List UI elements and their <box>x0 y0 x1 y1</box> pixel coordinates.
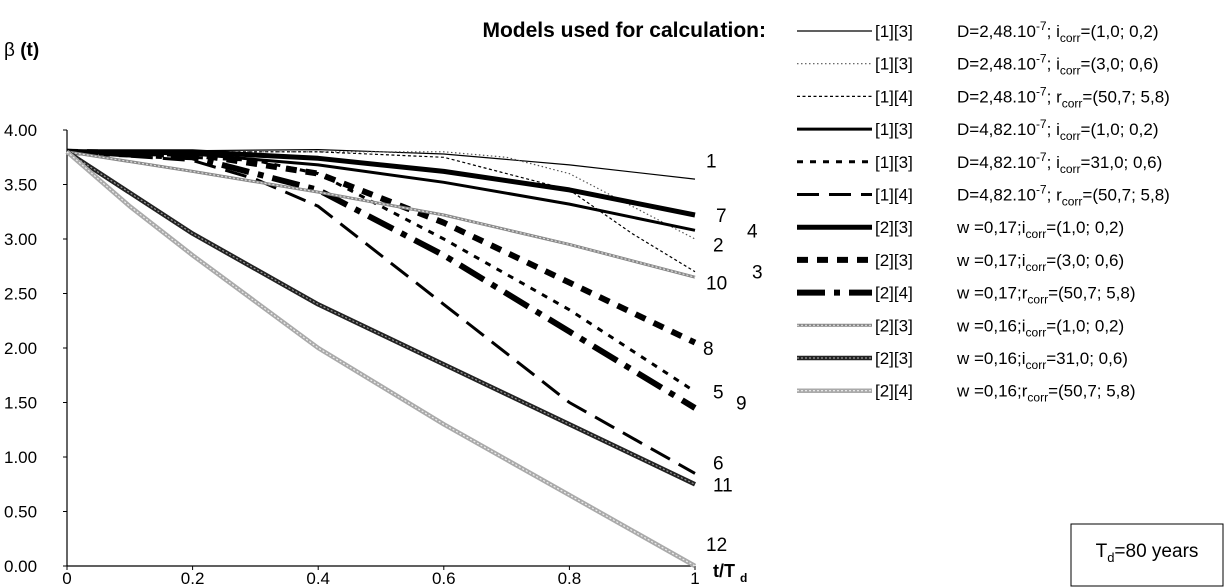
series-8-line <box>66 148 697 346</box>
legend-ref: [1][3] <box>875 153 913 172</box>
y-tick-label: 1.00 <box>4 448 37 467</box>
note-text-main: T <box>1096 541 1108 562</box>
series-12-line <box>65 150 697 568</box>
legend-ref: [2][3] <box>875 349 913 368</box>
legend-params: w =0,16;rcorr=(50,7; 5,8) <box>956 382 1136 405</box>
legend-ref: [2][4] <box>875 284 913 303</box>
x-tick-label: 0.4 <box>306 569 330 587</box>
curve-label-12: 12 <box>706 535 727 556</box>
chart-title: Models used for calculation: <box>482 19 766 42</box>
note-box <box>1070 523 1224 587</box>
x-tick-label: 0.8 <box>558 569 582 587</box>
legend-params: D=4,82.10-7; icorr=31,0; 0,6) <box>957 150 1162 176</box>
curve-label-9: 9 <box>736 394 747 415</box>
curve-label-10: 10 <box>706 274 727 295</box>
curve-label-1: 1 <box>706 152 717 173</box>
series-11-line <box>65 149 696 487</box>
legend-params: w =0,16;icorr=31,0; 0,6) <box>956 349 1128 372</box>
y-axis-label-symbol: β <box>4 40 15 61</box>
y-axis-label-arg: (t) <box>20 40 39 61</box>
x-axis-label-sub: d <box>740 571 747 585</box>
x-ticks: 0 0.2 0.4 0.6 0.8 1 <box>62 566 700 587</box>
curve-label-11: 11 <box>713 475 733 496</box>
curve-label-4: 4 <box>747 221 758 242</box>
y-ticks: 0.00 0.50 1.00 1.50 2.00 2.50 3.00 3.50 4.00 <box>4 121 67 576</box>
curve-label-5: 5 <box>713 383 724 404</box>
series-3-line <box>67 151 696 273</box>
series-11-line-core <box>66 151 696 485</box>
series-7-line <box>67 149 696 218</box>
legend-params: w =0,17;rcorr=(50,7; 5,8) <box>956 284 1136 307</box>
note-text: Td=80 years <box>1096 541 1199 565</box>
legend-ref: [2][3] <box>875 251 913 270</box>
y-axis-label: β (t) <box>4 40 39 61</box>
curve-label-7: 7 <box>716 206 727 227</box>
legend-params: D=4,82.10-7; icorr=(1,0; 0,2) <box>957 117 1158 143</box>
series-10-line-core <box>66 151 696 278</box>
x-axis-label-main: t/T <box>713 561 735 581</box>
y-tick-label: 2.50 <box>4 285 37 304</box>
legend-params: w =0,17;icorr=(1,0; 0,2) <box>956 218 1124 241</box>
curve-label-3: 3 <box>752 263 763 284</box>
x-tick-label: 0 <box>62 569 71 587</box>
series-6-line <box>66 150 696 475</box>
legend-ref: [1][3] <box>875 55 913 74</box>
x-tick-label: 0.6 <box>432 569 456 587</box>
curve-label-6: 6 <box>713 453 724 474</box>
x-tick-label: 0.2 <box>181 569 205 587</box>
series-lines <box>65 148 697 568</box>
legend-params: D=2,48.10-7; icorr=(1,0; 0,2) <box>957 19 1158 45</box>
legend-ref: [2][3] <box>875 316 913 335</box>
series-9-line <box>66 148 697 411</box>
note-text-sub: d <box>1107 550 1114 565</box>
y-tick-label: 0.00 <box>4 557 37 576</box>
y-tick-label: 0.50 <box>4 503 37 522</box>
curve-label-8: 8 <box>703 339 714 360</box>
y-tick-label: 4.00 <box>4 121 37 140</box>
y-tick-label: 1.50 <box>4 394 37 413</box>
note-text-rest: =80 years <box>1114 541 1198 562</box>
legend-ref: [1][4] <box>875 186 913 205</box>
legend-params: D=2,48.10-7; rcorr=(50,7; 5,8) <box>957 84 1170 110</box>
y-tick-label: 2.00 <box>4 339 37 358</box>
y-tick-label: 3.50 <box>4 176 37 195</box>
legend-ref: [1][3] <box>875 22 913 41</box>
x-tick-label: 1 <box>690 569 699 587</box>
legend-ref: [2][3] <box>875 218 913 237</box>
curve-label-2: 2 <box>713 235 724 256</box>
series-2-line <box>67 151 696 240</box>
legend-params: D=4,82.10-7; rcorr=(50,7; 5,8) <box>957 183 1170 209</box>
legend-params: w =0,17;icorr=(3,0; 0,6) <box>956 251 1124 274</box>
legend-ref: [1][4] <box>875 87 913 106</box>
legend-ref: [2][4] <box>875 382 913 401</box>
legend-ref: [1][3] <box>875 120 913 139</box>
y-tick-label: 3.00 <box>4 230 37 249</box>
series-5-line <box>66 150 696 393</box>
legend: [1][3] D=2,48.10-7; icorr=(1,0; 0,2) [1][3… <box>797 19 1170 405</box>
legend-params: w =0,16;icorr=(1,0; 0,2) <box>956 316 1124 339</box>
legend-params: D=2,48.10-7; icorr=(3,0; 0,6) <box>957 52 1158 78</box>
x-axis-label: t/T d <box>713 561 747 585</box>
